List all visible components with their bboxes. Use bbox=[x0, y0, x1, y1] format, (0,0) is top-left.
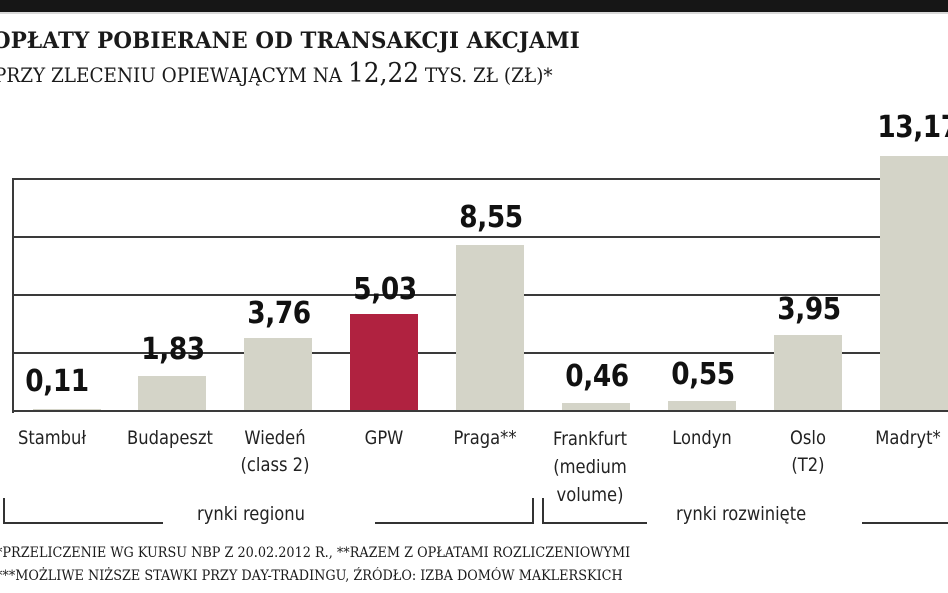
top-bar bbox=[0, 0, 948, 12]
category-label-londyn: Londyn bbox=[672, 427, 732, 449]
subtitle-suffix: TYS. ZŁ (ZŁ)* bbox=[419, 63, 553, 87]
bracket-regional-right bbox=[375, 522, 533, 524]
value-label-budapeszt: 1,83 bbox=[141, 332, 205, 367]
value-label-praga: 8,55 bbox=[459, 200, 523, 235]
value-label-londyn: 0,55 bbox=[671, 357, 735, 392]
category-label-wieden: Wiedeń (class 2) bbox=[240, 427, 310, 476]
subtitle-prefix: PRZY ZLECENIU OPIEWAJĄCYM NA bbox=[0, 63, 348, 87]
gridline-12 bbox=[12, 178, 948, 180]
value-label-oslo: 3,95 bbox=[777, 292, 841, 327]
bar-frankfurt bbox=[562, 403, 630, 411]
bar-londyn bbox=[668, 401, 736, 411]
value-label-stambul: 0,11 bbox=[25, 364, 89, 399]
bracket-developed-left-tick bbox=[542, 498, 544, 524]
bar-budapeszt bbox=[138, 376, 206, 411]
category-label-stambul: Stambuł bbox=[17, 427, 87, 449]
bar-gpw bbox=[350, 314, 418, 411]
category-label-frankfurt: Frankfurt (medium volume) bbox=[552, 428, 627, 506]
bar-oslo bbox=[774, 335, 842, 411]
value-label-gpw: 5,03 bbox=[353, 272, 417, 307]
footnote-2: ***MOŻLIWE NIŻSZE STAWKI PRZY DAY-TRADIN… bbox=[0, 568, 623, 584]
bracket-developed-left bbox=[542, 522, 647, 524]
baseline-0 bbox=[12, 410, 948, 412]
category-label-budapeszt: Budapeszt bbox=[127, 427, 213, 449]
footnote-1: *PRZELICZENIE WG KURSU NBP Z 20.02.2012 … bbox=[0, 545, 631, 561]
gridline-9 bbox=[12, 236, 948, 238]
bracket-regional-left bbox=[3, 522, 163, 524]
bracket-regional-left-tick bbox=[3, 498, 5, 524]
bracket-regional-right-tick bbox=[532, 498, 534, 524]
category-label-madryt: Madryt* bbox=[875, 427, 941, 449]
value-label-madryt: 13,17 bbox=[877, 110, 948, 145]
subtitle-amount: 12,22 bbox=[347, 58, 420, 89]
chart-title: OPŁATY POBIERANE OD TRANSAKCJI AKCJAMI bbox=[0, 28, 580, 54]
group-label-regional: rynki regionu bbox=[197, 503, 305, 525]
category-label-oslo: Oslo (T2) bbox=[790, 427, 826, 476]
bar-wieden bbox=[244, 338, 312, 411]
top-bar-divider bbox=[0, 12, 948, 14]
category-label-gpw: GPW bbox=[364, 427, 404, 449]
category-label-praga: Praga** bbox=[453, 427, 517, 449]
bracket-developed-right bbox=[862, 522, 948, 524]
bar-madryt bbox=[880, 156, 948, 411]
bar-praga bbox=[456, 245, 524, 411]
value-label-frankfurt: 0,46 bbox=[565, 359, 629, 394]
chart-subtitle: PRZY ZLECENIU OPIEWAJĄCYM NA 12,22 TYS. … bbox=[0, 58, 553, 89]
value-label-wieden: 3,76 bbox=[247, 296, 311, 331]
y-axis bbox=[12, 178, 14, 413]
group-label-developed: rynki rozwinięte bbox=[676, 503, 807, 525]
